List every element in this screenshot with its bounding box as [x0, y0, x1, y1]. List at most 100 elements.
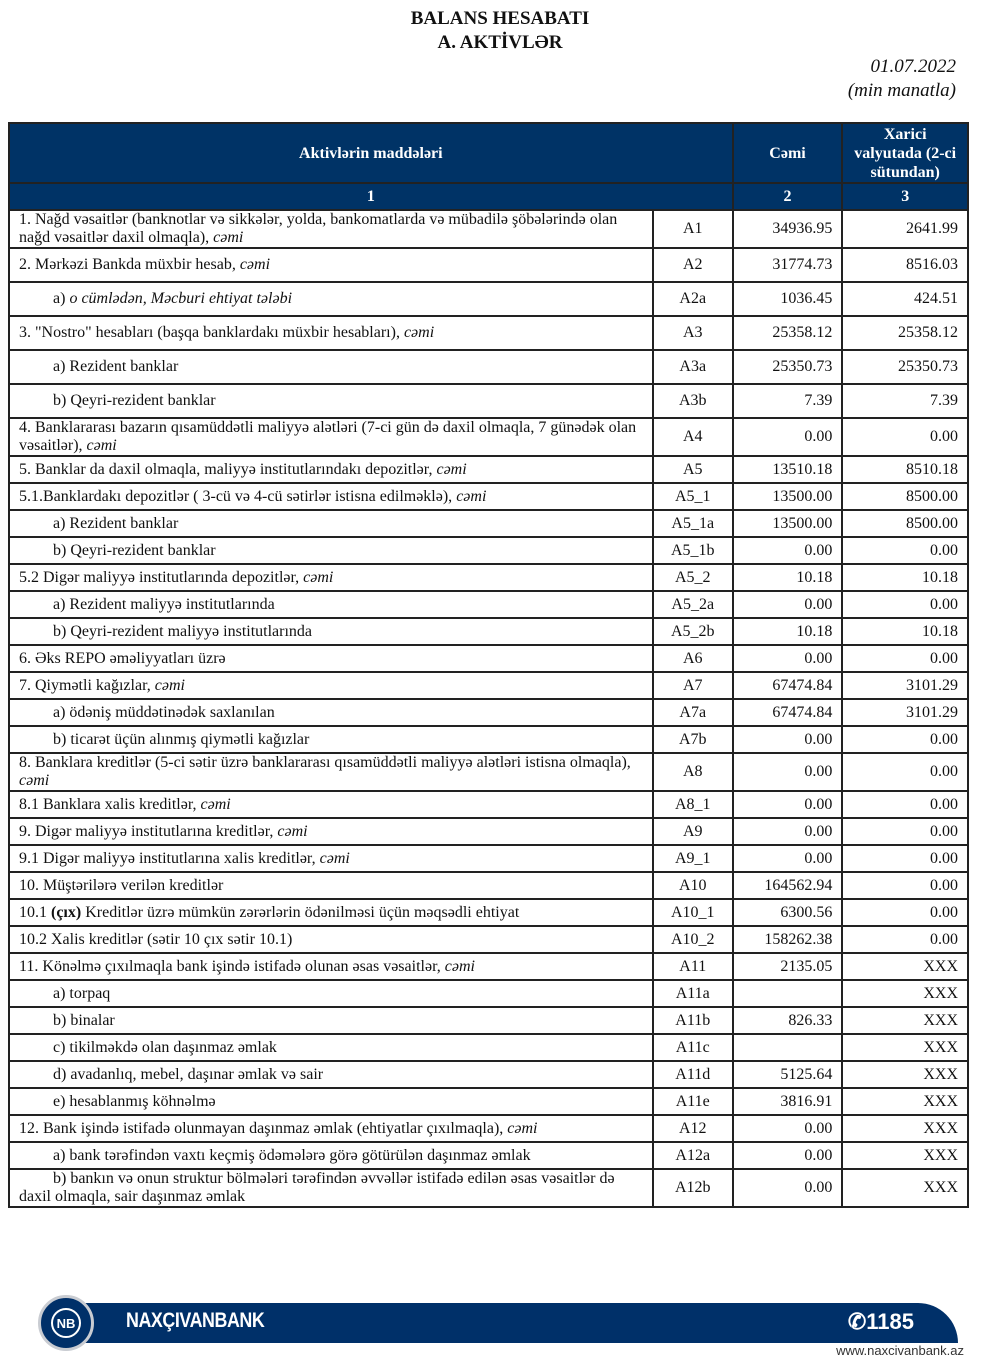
row-label: 11. Könəlmə çıxılmaqla bank işində istif… — [8, 952, 654, 981]
row-code: A5_1a — [651, 509, 734, 538]
row-label-part: 11. Könəlmə çıxılmaqla bank işində istif… — [19, 957, 445, 975]
row-label-part: 5.2 Digər maliyyə institutlarında depozi… — [19, 568, 304, 586]
row-label-part: cəmi — [200, 795, 231, 813]
row-label-part: o cümlədən, Məcburi ehtiyat tələbi — [69, 290, 293, 307]
row-label-part: b) bankın və onun struktur bölmələri tər… — [19, 1170, 615, 1205]
table-row: 4. Banklararası bazarın qısamüddətli mal… — [8, 417, 969, 457]
row-total: 5125.64 — [731, 1060, 844, 1089]
row-label-part: 5. Banklar da daxil olmaqla, maliyyə ins… — [19, 460, 437, 478]
row-foreign: XXX — [841, 1168, 969, 1208]
row-total: 0.00 — [731, 817, 844, 846]
row-total: 1036.45 — [731, 281, 844, 317]
row-total: 7.39 — [731, 383, 844, 419]
row-foreign: XXX — [841, 1033, 969, 1062]
row-label-part: a) Rezident banklar — [53, 358, 179, 375]
row-foreign: 10.18 — [841, 617, 969, 646]
row-label: d) avadanlıq, mebel, daşınar əmlak və sa… — [8, 1060, 654, 1089]
row-total: 0.00 — [731, 590, 844, 619]
row-label-part: 2. Mərkəzi Bankda müxbir hesab — [19, 256, 232, 273]
row-foreign: XXX — [841, 1114, 969, 1143]
row-code: A9_1 — [651, 844, 734, 873]
row-code: A7a — [651, 698, 734, 727]
footer-banner: NAXÇIVANBANK ✆1185 NB — [38, 1295, 964, 1351]
table-row: 8. Banklara kreditlər (5-ci sətir üzrə b… — [8, 752, 969, 792]
website-link[interactable]: www.naxcivanbank.az — [836, 1343, 964, 1357]
report-date: 01.07.2022 — [870, 56, 957, 77]
phone-text: 1185 — [866, 1309, 914, 1334]
row-code: A10 — [651, 871, 734, 900]
row-label-part: 3. "Nostro" hesabları (başqa banklardakı… — [19, 324, 404, 341]
row-label: 2. Mərkəzi Bankda müxbir hesab, cəmi — [8, 247, 654, 283]
row-total: 34936.95 — [731, 209, 844, 249]
row-label-part: 12. Bank işində istifadə olunmayan daşın… — [19, 1119, 508, 1137]
row-label: b) Qeyri-rezident banklar — [8, 536, 654, 565]
row-code: A5_2a — [651, 590, 734, 619]
row-foreign: 0.00 — [841, 644, 969, 673]
row-label: 10.2 Xalis kreditlər (sətir 10 çıx sətir… — [8, 925, 654, 954]
row-label: 4. Banklararası bazarın qısamüddətli mal… — [8, 417, 654, 457]
row-total: 3816.91 — [731, 1087, 844, 1116]
row-foreign: XXX — [841, 979, 969, 1008]
column-number-2: 2 — [731, 182, 844, 211]
row-foreign: 3101.29 — [841, 698, 969, 727]
row-label-part: b) ticarət üçün alınmış qiymətli kağızla… — [53, 730, 310, 748]
row-label: a) Rezident banklar — [8, 349, 654, 385]
table-row: 3. "Nostro" hesabları (başqa banklardakı… — [8, 315, 969, 351]
row-label: 8. Banklara kreditlər (5-ci sətir üzrə b… — [8, 752, 654, 792]
row-total: 0.00 — [731, 644, 844, 673]
row-code: A7b — [651, 725, 734, 754]
row-label: 6. Əks REPO əməliyyatları üzrə — [8, 644, 654, 673]
row-foreign: 0.00 — [841, 925, 969, 954]
row-label-part: cəmi — [403, 324, 435, 341]
row-label: a) Rezident banklar — [8, 509, 654, 538]
row-label: b) Qeyri-rezident banklar — [8, 383, 654, 419]
row-label-part: cəmi — [444, 957, 475, 975]
row-label: e) hesablanmış köhnəlmə — [8, 1087, 654, 1116]
row-total: 0.00 — [731, 417, 844, 457]
row-foreign: 3101.29 — [841, 671, 969, 700]
row-label-part: cəmi — [277, 822, 308, 840]
table-row: 8.1 Banklara xalis kreditlər, cəmi A8_1 0.… — [8, 790, 969, 819]
table-row: d) avadanlıq, mebel, daşınar əmlak və sa… — [8, 1060, 969, 1089]
row-label: 9. Digər maliyyə institutlarına kreditlə… — [8, 817, 654, 846]
row-code: A6 — [651, 644, 734, 673]
row-label-part: , cəmi — [231, 256, 271, 273]
row-label: 9.1 Digər maliyyə institutlarına xalis k… — [8, 844, 654, 873]
row-label: 7. Qiymətli kağızlar, cəmi — [8, 671, 654, 700]
row-label-part: e) hesablanmış köhnəlmə — [53, 1092, 216, 1110]
table-row: 1. Nağd vəsaitlər (banknotlar və sikkələ… — [8, 209, 969, 249]
row-total: 10.18 — [731, 617, 844, 646]
row-total: 0.00 — [731, 536, 844, 565]
row-code: A5 — [651, 455, 734, 484]
table-row: 10.1 (çıx) Kreditlər üzrə mümkün zərərlə… — [8, 898, 969, 927]
table-row: 9. Digər maliyyə institutlarına kreditlə… — [8, 817, 969, 846]
row-label: a) bank tərəfindən vaxtı keçmiş ödəmələr… — [8, 1141, 654, 1170]
row-total: 25358.12 — [731, 315, 844, 351]
row-total: 31774.73 — [731, 247, 844, 283]
table-row: 12. Bank işində istifadə olunmayan daşın… — [8, 1114, 969, 1143]
row-code: A10_2 — [651, 925, 734, 954]
row-foreign: 0.00 — [841, 844, 969, 873]
row-label-part: cəmi — [86, 437, 117, 454]
row-total: 13510.18 — [731, 455, 844, 484]
row-label: b) bankın və onun struktur bölmələri tər… — [8, 1168, 654, 1208]
table-row: a) ödəniş müddətinədək saxlanılan A7a 6747… — [8, 698, 969, 727]
row-label-part: (çıx) — [51, 903, 82, 921]
table-row: 7. Qiymətli kağızlar, cəmi A7 67474.84 3101… — [8, 671, 969, 700]
row-label-part: 7. Qiymətli kağızlar, — [19, 676, 155, 694]
row-label-part: cəmi — [213, 229, 244, 246]
row-label: a) torpaq — [8, 979, 654, 1008]
row-code: A11e — [651, 1087, 734, 1116]
row-label: 5. Banklar da daxil olmaqla, maliyyə ins… — [8, 455, 654, 484]
row-total: 164562.94 — [731, 871, 844, 900]
row-label-part: Kreditlər üzrə mümkün zərərlərin ödənilm… — [81, 903, 520, 921]
row-label: 3. "Nostro" hesabları (başqa banklardakı… — [8, 315, 654, 351]
table-row: b) ticarət üçün alınmış qiymətli kağızla… — [8, 725, 969, 754]
row-total — [731, 1033, 844, 1062]
row-foreign: 8510.18 — [841, 455, 969, 484]
row-code: A5_2b — [651, 617, 734, 646]
row-label-part: a) bank tərəfindən vaxtı keçmiş ödəmələr… — [53, 1146, 531, 1164]
row-total: 6300.56 — [731, 898, 844, 927]
row-code: A5_2 — [651, 563, 734, 592]
